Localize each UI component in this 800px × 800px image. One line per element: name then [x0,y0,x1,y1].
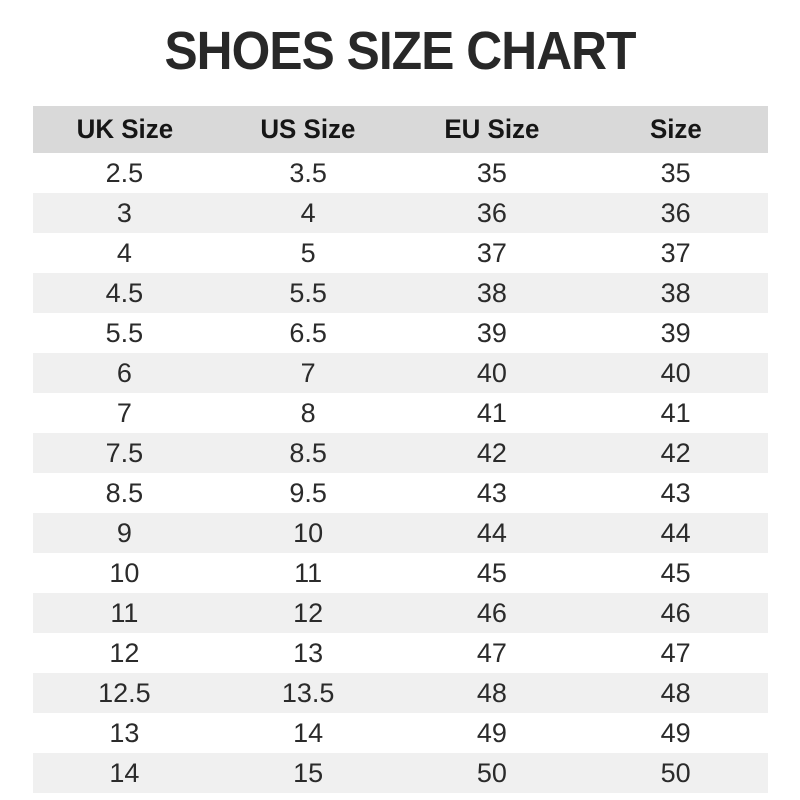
column-header: Size [649,114,702,144]
size-cell: 43 [476,477,507,508]
size-cell: 45 [476,557,507,588]
size-cell: 5.5 [105,317,144,348]
size-cell: 40 [660,357,691,388]
size-cell: 13 [293,637,324,668]
size-cell: 49 [476,717,507,748]
table-row: 12.5 13.5 48 48 [32,673,768,713]
size-cell: 50 [660,757,691,788]
table-row: 13 14 49 49 [32,713,768,753]
size-cell: 41 [476,397,507,428]
size-cell: 11 [294,557,323,588]
size-cell: 5 [300,237,316,268]
table-row: 2.5 3.5 35 35 [32,153,768,193]
table-row: 10 11 45 45 [32,553,768,593]
size-cell: 37 [660,237,691,268]
size-cell: 6.5 [289,317,327,348]
size-cell: 45 [660,557,691,588]
size-cell: 13 [109,717,140,748]
size-cell: 10 [293,517,324,548]
size-cell: 12.5 [98,677,151,708]
table-row: 4 5 37 37 [32,233,768,273]
size-cell: 7 [116,397,132,428]
size-table: UK Size US Size EU Size Size 2.5 3.5 35 35 3 4 36… [32,106,768,793]
page-title: SHOES SIZE CHART [164,21,636,81]
size-cell: 40 [476,357,507,388]
size-cell: 47 [476,637,507,668]
size-cell: 35 [660,157,691,188]
size-cell: 49 [660,717,691,748]
table-header-row: UK Size US Size EU Size Size [32,106,768,153]
size-cell: 48 [660,677,691,708]
table-row: 14 15 50 50 [32,753,768,793]
table-row: 4.5 5.5 38 38 [32,273,768,313]
size-cell: 47 [660,637,691,668]
size-cell: 43 [660,477,691,508]
size-cell: 10 [109,557,140,588]
size-cell: 5.5 [289,277,327,308]
table-row: 7 8 41 41 [32,393,768,433]
size-cell: 13.5 [281,677,335,708]
size-cell: 39 [660,317,691,348]
column-header: EU Size [444,114,540,144]
size-cell: 46 [476,597,507,628]
size-cell: 4 [300,197,316,228]
size-cell: 8.5 [289,437,327,468]
size-cell: 48 [476,677,507,708]
column-header: UK Size [76,114,173,144]
table-row: 12 13 47 47 [32,633,768,673]
table-row: 8.5 9.5 43 43 [32,473,768,513]
table-row: 7.5 8.5 42 42 [32,433,768,473]
size-cell: 44 [660,517,691,548]
table-row: 5.5 6.5 39 39 [32,313,768,353]
size-cell: 12 [109,637,140,668]
size-cell: 6 [116,357,132,388]
size-cell: 35 [476,157,507,188]
table-body: 2.5 3.5 35 35 3 4 36 36 4 5 37 37 4.5 5.5 38 38 5.5 6.5 39… [32,153,768,793]
size-cell: 7.5 [105,437,144,468]
size-cell: 37 [476,237,507,268]
size-cell: 36 [660,197,691,228]
size-cell: 38 [660,277,691,308]
column-header: US Size [260,114,356,144]
size-cell: 3.5 [289,157,327,188]
size-cell: 8.5 [105,477,144,508]
size-cell: 14 [109,757,140,788]
table-row: 9 10 44 44 [32,513,768,553]
size-cell: 11 [110,597,139,628]
size-cell: 50 [476,757,507,788]
size-cell: 2.5 [105,157,144,188]
size-cell: 39 [476,317,507,348]
size-cell: 4 [116,237,132,268]
table-row: 11 12 46 46 [32,593,768,633]
size-cell: 9 [116,517,132,548]
size-cell: 8 [300,397,316,428]
table-row: 6 7 40 40 [32,353,768,393]
size-cell: 7 [300,357,316,388]
size-cell: 42 [476,437,507,468]
size-cell: 14 [293,717,324,748]
size-cell: 15 [293,757,324,788]
size-cell: 36 [476,197,507,228]
size-cell: 41 [660,397,691,428]
size-cell: 12 [293,597,324,628]
size-cell: 4.5 [105,277,144,308]
size-cell: 44 [476,517,507,548]
size-cell: 38 [476,277,507,308]
table-row: 3 4 36 36 [32,193,768,233]
size-cell: 3 [116,197,132,228]
size-cell: 42 [660,437,691,468]
size-cell: 46 [660,597,691,628]
size-cell: 9.5 [289,477,327,508]
